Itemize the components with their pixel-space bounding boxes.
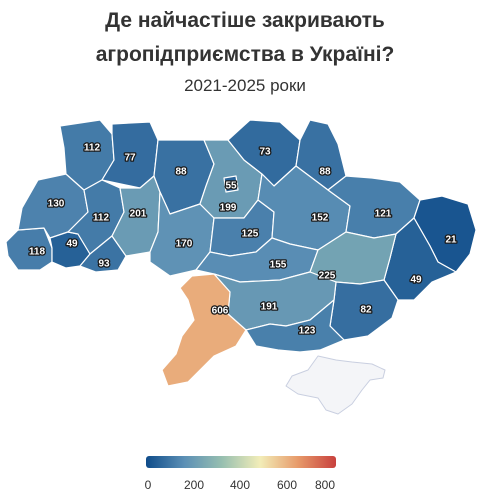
value-label-kherson: 123	[299, 326, 316, 337]
legend-tick-200: 200	[183, 478, 205, 492]
value-label-poltava: 152	[312, 213, 329, 224]
value-label-zakarpattia: 118	[29, 247, 46, 258]
value-label-zaporizhzhia: 82	[360, 305, 372, 316]
value-label-luhansk: 21	[445, 235, 457, 246]
legend-tick-600: 600	[276, 478, 298, 492]
value-label-dnipropetrovsk: 225	[319, 271, 336, 282]
region-kyiv-city[interactable]	[223, 175, 239, 193]
color-scale-bar	[146, 456, 336, 468]
value-label-ivano-frankivsk: 49	[66, 239, 78, 250]
legend-tick-0: 0	[144, 478, 152, 492]
value-label-khmelnytskyi: 201	[130, 209, 147, 220]
value-label-cherkasy: 125	[242, 229, 259, 240]
value-label-kirovohrad: 155	[270, 260, 287, 271]
value-label-zhytomyr: 88	[175, 167, 187, 178]
title-line-2: агропідприємства в Україні?	[95, 43, 395, 66]
region-odesa[interactable]	[161, 273, 247, 387]
value-label-donetsk: 49	[410, 275, 422, 286]
value-label-kyiv-oblast: 199	[220, 203, 237, 214]
value-label-ternopil: 112	[93, 213, 110, 224]
region-zakarpattia[interactable]	[5, 227, 53, 271]
legend-tick-800: 800	[314, 478, 336, 492]
region-crimea[interactable]	[285, 355, 386, 415]
title-line-1: Де найчастіше закривають	[105, 9, 385, 32]
value-label-chernihiv: 73	[259, 147, 271, 158]
value-label-vinnytsia: 170	[176, 239, 193, 250]
value-label-volyn: 112	[84, 143, 101, 154]
value-label-sumy: 88	[319, 167, 331, 178]
legend-tick-400: 400	[229, 478, 251, 492]
region-kherson[interactable]	[245, 299, 345, 353]
value-label-rivne: 77	[124, 153, 136, 164]
value-label-lviv: 130	[48, 199, 65, 210]
value-label-kyiv-city: 55	[225, 181, 237, 192]
subtitle: 2021-2025 роки	[184, 76, 306, 95]
value-label-odesa: 606	[212, 306, 229, 317]
ukraine-map: 112 77 88 199 55 73 88 130 112 201 118 49 93 170 125 15…	[5, 119, 477, 415]
value-label-kharkiv: 121	[375, 209, 392, 220]
value-label-mykolaiv: 191	[261, 302, 278, 313]
value-label-chernivtsi: 93	[98, 259, 110, 270]
